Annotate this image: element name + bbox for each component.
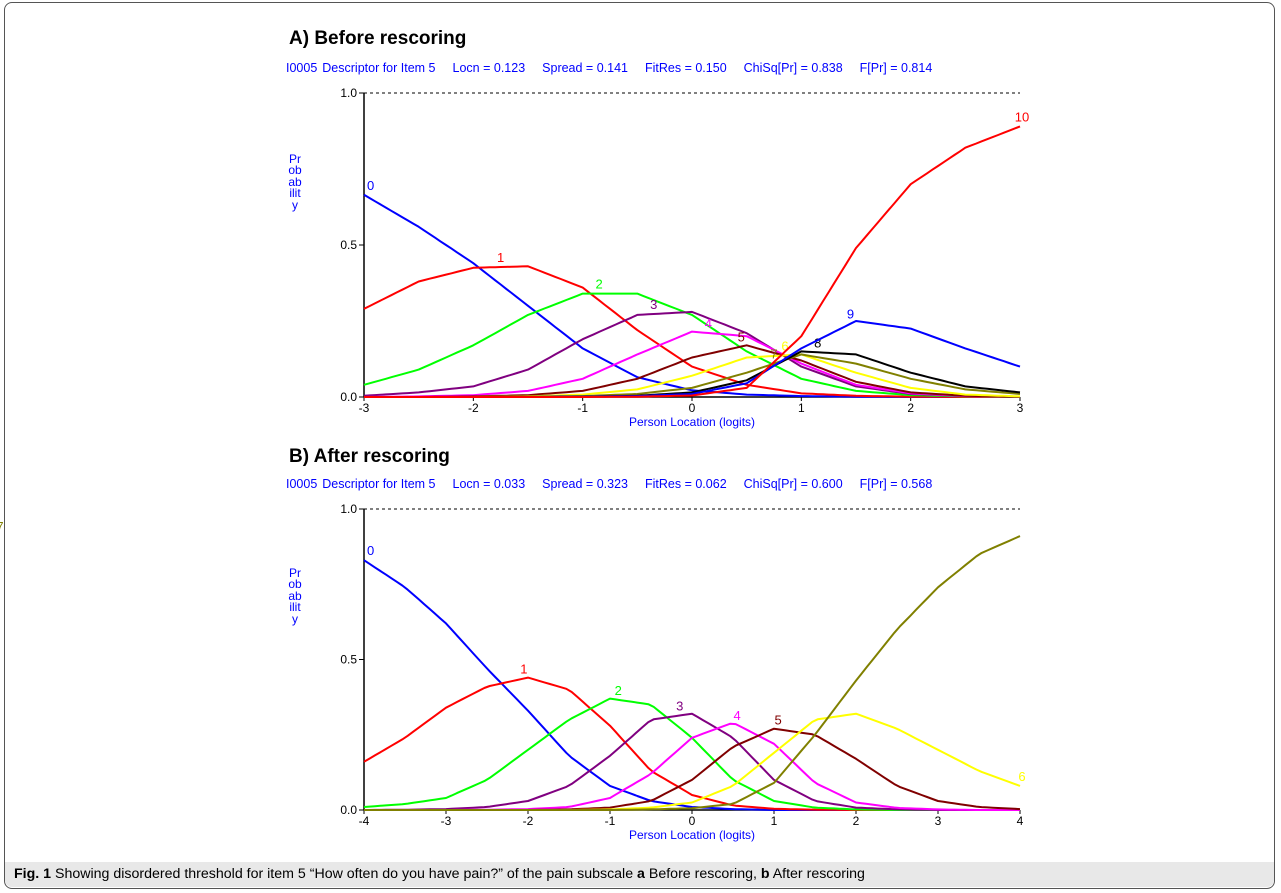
panel-b-fpr: F[Pr] = 0.568 [859,477,933,491]
panel-b-ylabel: Probability [288,566,302,626]
panel-b-series-1-label: 1 [520,661,527,676]
panel-a-x-tick-label: 3 [1017,401,1024,415]
panel-a-series-0-label: 0 [367,178,374,193]
panel-b-series-3-line [364,712,1020,811]
panel-b-xlabel: Person Location (logits) [629,828,755,842]
panel-a-series-4-label: 4 [705,316,712,331]
panel-b-series-2-label: 2 [615,683,622,698]
panel-a-series-6-label: 6 [781,338,788,353]
panel-b-descriptor: Descriptor for Item 5 [322,477,436,491]
panel-b-y-tick-label: 0.0 [340,803,357,817]
panel-a-x-tick-label: 0 [689,401,696,415]
panel-a-spread: Spread = 0.141 [542,61,628,75]
panel-a-fpr: F[Pr] = 0.814 [859,61,933,75]
panel-a-xlabel: Person Location (logits) [629,415,755,429]
panel-b-title: B) After rescoring [289,446,450,467]
caption-b: b [760,866,770,882]
panel-b-series-7-label: 7 [0,519,4,534]
panel-b-series-0-label: 0 [367,543,374,558]
panel-a-y-tick-label: 0.0 [340,390,357,404]
panel-a-chisq: ChiSq[Pr] = 0.838 [743,61,843,75]
panel-a-series-3-label: 3 [650,297,657,312]
panel-a-series-2-line [363,292,1021,398]
panel-b-spread: Spread = 0.323 [542,477,628,491]
caption-text-2: Before rescoring, [644,866,761,882]
panel-b-series-0-line [363,559,1020,811]
panel-b-x-tick-label: 1 [771,814,778,828]
panel-b-x-tick-label: -4 [359,814,370,828]
panel-b-y-tick-label: 1.0 [340,502,357,516]
panel-a-series-1-line [363,265,1020,398]
figure-caption: Fig. 1 Showing disordered threshold for … [14,866,865,882]
panel-a-descriptor: Descriptor for Item 5 [322,61,436,75]
panel-b-x-tick-label: 4 [1017,814,1024,828]
panel-a-x-tick-label: -3 [359,401,370,415]
caption-text-3: After rescoring [769,866,865,882]
panel-b-series-3-label: 3 [676,698,683,713]
panel-a-x-tick-label: 2 [907,401,914,415]
caption-fig-label: Fig. 1 [14,866,52,882]
panel-a-x-tick-label: 1 [798,401,805,415]
panel-b-x-tick-label: -1 [605,814,616,828]
panel-a-series-8-label: 8 [814,335,821,350]
panel-a-x-tick-label: -1 [577,401,588,415]
panel-b-series-7-line [364,535,1021,811]
panel-a-item-code: I0005 [286,61,318,75]
caption-bar [5,862,1274,887]
panel-a-title: A) Before rescoring [289,28,467,49]
panel-b-series-2-line [363,697,1020,811]
panel-a-info: I0005 Descriptor for Item 5 Locn = 0.123 Sp… [286,61,949,75]
panel-a-x-tick-label: -2 [468,401,479,415]
panel-b-x-tick-label: -3 [441,814,452,828]
panel-a-series-9-label: 9 [847,307,854,322]
panel-a-fitres: FitRes = 0.150 [645,61,727,75]
panel-a-y-tick-label: 1.0 [340,86,357,100]
panel-b-chisq: ChiSq[Pr] = 0.600 [743,477,843,491]
panel-a-series-2-label: 2 [595,277,602,292]
panel-a-series-5-label: 5 [738,330,745,345]
panel-b-series-5-label: 5 [774,712,781,727]
panel-b-y-tick-label: 0.5 [340,653,357,667]
panel-a-series-1-label: 1 [497,250,504,265]
panel-b-x-tick-label: -2 [523,814,534,828]
panel-b-item-code: I0005 [286,477,318,491]
panel-a-series-3-line [363,310,1021,398]
panel-a-y-tick-label: 0.5 [340,238,357,252]
panel-b-x-tick-label: 3 [935,814,942,828]
panel-b-x-tick-label: 0 [689,814,696,828]
panel-a-series-10-line [364,125,1021,398]
panel-b-series-4-label: 4 [733,708,740,723]
panel-b-fitres: FitRes = 0.062 [645,477,727,491]
panel-b-info: I0005 Descriptor for Item 5 Locn = 0.033 Sp… [286,477,949,491]
caption-text-1: Showing disordered threshold for item 5 … [51,866,638,882]
panel-a-series-7-label: 7 [770,347,777,362]
panel-b-x-tick-label: 2 [853,814,860,828]
panel-b-locn: Locn = 0.033 [452,477,526,491]
panel-a-ylabel: Probability [288,152,302,212]
figure-frame [4,2,1275,889]
caption-a: a [637,866,645,882]
panel-a-locn: Locn = 0.123 [452,61,526,75]
panel-a-series-10-label: 10 [1015,109,1029,124]
panel-b-series-6-label: 6 [1018,769,1025,784]
